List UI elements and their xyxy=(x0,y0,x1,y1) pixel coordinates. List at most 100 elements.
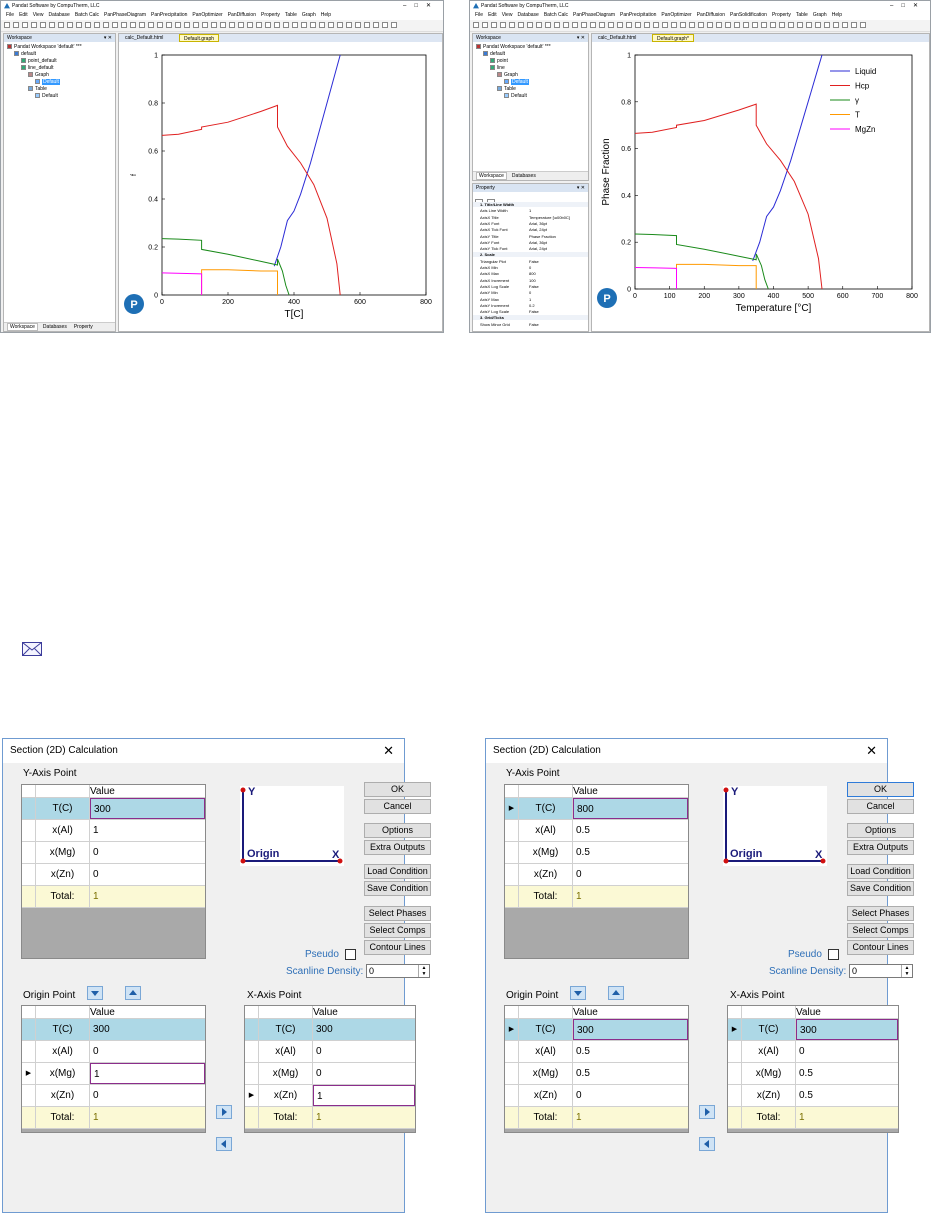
spinner-arrows-icon[interactable]: ▲ ▼ xyxy=(418,965,429,977)
toolbar-button-icon[interactable] xyxy=(121,22,127,28)
toolbar-button-icon[interactable] xyxy=(491,22,497,28)
toolbar-button-icon[interactable] xyxy=(184,22,190,28)
toolbar-button-icon[interactable] xyxy=(698,22,704,28)
toolbar-button-icon[interactable] xyxy=(608,22,614,28)
property-row[interactable]: AxisY Increment 0.2 xyxy=(473,303,588,308)
toolbar-button-icon[interactable] xyxy=(85,22,91,28)
toolbar-button-icon[interactable] xyxy=(725,22,731,28)
menu-item-help[interactable]: Help xyxy=(320,12,332,18)
row-selector[interactable] xyxy=(245,1041,259,1062)
options-button[interactable]: Options xyxy=(847,823,914,838)
toolbar-button-icon[interactable] xyxy=(247,22,253,28)
toolbar-button-icon[interactable] xyxy=(229,22,235,28)
row-selector[interactable] xyxy=(505,820,519,841)
row-selector[interactable] xyxy=(22,820,36,841)
toolbar-button-icon[interactable] xyxy=(842,22,848,28)
move-down-button[interactable] xyxy=(87,986,103,1000)
property-row[interactable]: AxisX Max 800 xyxy=(473,271,588,276)
row-selector[interactable] xyxy=(22,1107,36,1128)
close-icon[interactable]: ✕ xyxy=(383,743,394,758)
bottom-tab-databases[interactable]: Databases xyxy=(42,324,67,330)
toolbar-button-icon[interactable] xyxy=(788,22,794,28)
toolbar-button-icon[interactable] xyxy=(256,22,262,28)
toolbar-button-icon[interactable] xyxy=(707,22,713,28)
spinner-arrows-icon[interactable]: ▲ ▼ xyxy=(901,965,912,977)
property-row[interactable]: AxisY Title Phase Fraction xyxy=(473,234,588,239)
scanline-density-input[interactable]: 0 ▲ ▼ xyxy=(366,964,430,978)
toolbar-button-icon[interactable] xyxy=(373,22,379,28)
window-controls[interactable]: –□✕ xyxy=(890,3,926,9)
toolbar-button-icon[interactable] xyxy=(337,22,343,28)
value-cell[interactable]: 1 xyxy=(90,820,205,841)
grid-row[interactable]: x(Zn) 0 xyxy=(505,864,688,886)
value-cell[interactable]: 1 xyxy=(90,1063,205,1084)
tab-calc-html[interactable]: calc_Default.html xyxy=(125,35,164,41)
bottom-tab-databases[interactable]: Databases xyxy=(511,173,536,179)
toolbar-button-icon[interactable] xyxy=(797,22,803,28)
value-cell[interactable]: 0 xyxy=(573,1085,688,1106)
tab-default-graph[interactable]: Default.graph* xyxy=(652,34,694,42)
grid-row[interactable]: T(C) 300 xyxy=(22,1019,205,1041)
toolbar-button-icon[interactable] xyxy=(833,22,839,28)
contour-lines-button[interactable]: Contour Lines xyxy=(847,940,914,955)
toolbar-button-icon[interactable] xyxy=(22,22,28,28)
menu-item-panoptimizer[interactable]: PanOptimizer xyxy=(661,12,692,18)
toolbar-button-icon[interactable] xyxy=(473,22,479,28)
toolbar-button-icon[interactable] xyxy=(851,22,857,28)
value-cell[interactable]: 0 xyxy=(90,864,205,885)
property-row[interactable]: AxisY Max 1 xyxy=(473,297,588,302)
grid-row[interactable]: ▶ T(C) 300 xyxy=(505,1019,688,1041)
toolbar-button-icon[interactable] xyxy=(391,22,397,28)
toolbar-button-icon[interactable] xyxy=(4,22,10,28)
tree-item[interactable]: line xyxy=(490,65,505,72)
pseudo-checkbox[interactable] xyxy=(828,949,839,960)
grid-row[interactable]: x(Zn) 0 xyxy=(22,864,205,886)
copy-left-button[interactable] xyxy=(699,1137,715,1151)
toolbar-button-icon[interactable] xyxy=(626,22,632,28)
grid-row[interactable]: ▶ x(Mg) 1 xyxy=(22,1063,205,1085)
menu-item-table[interactable]: Table xyxy=(284,12,297,18)
row-selector[interactable] xyxy=(505,1041,519,1062)
toolbar-button-icon[interactable] xyxy=(265,22,271,28)
toolbar-button-icon[interactable] xyxy=(274,22,280,28)
close-icon[interactable]: ✕ xyxy=(866,743,877,758)
row-selector[interactable]: ▶ xyxy=(22,1063,36,1084)
grid-row[interactable]: x(Al) 1 xyxy=(22,820,205,842)
menu-item-table[interactable]: Table xyxy=(795,12,808,18)
move-down-button[interactable] xyxy=(570,986,586,1000)
menu-item-property[interactable]: Property xyxy=(260,12,280,18)
row-selector[interactable] xyxy=(728,1107,742,1128)
menu-item-panprecipitation[interactable]: PanPrecipitation xyxy=(151,12,188,18)
toolbar-button-icon[interactable] xyxy=(860,22,866,28)
property-row[interactable]: AxisY Min 0 xyxy=(473,290,588,295)
select-comps-button[interactable]: Select Comps xyxy=(847,923,914,938)
value-cell[interactable]: 300 xyxy=(90,798,205,819)
toolbar-button-icon[interactable] xyxy=(581,22,587,28)
menu-item-file[interactable]: File xyxy=(475,12,484,18)
row-selector[interactable] xyxy=(22,798,36,819)
panel-pin-icon[interactable]: ▾ ✕ xyxy=(576,185,585,191)
value-cell[interactable]: 0 xyxy=(90,842,205,863)
window-controls[interactable]: –□✕ xyxy=(403,3,439,9)
scanline-density-input[interactable]: 0 ▲ ▼ xyxy=(849,964,913,978)
extra-outputs-button[interactable]: Extra Outputs xyxy=(364,840,431,855)
value-cell[interactable]: 0 xyxy=(90,1085,205,1106)
grid-row[interactable]: ▶ x(Zn) 1 xyxy=(245,1085,415,1107)
menu-item-edit[interactable]: Edit xyxy=(488,12,497,18)
row-selector[interactable] xyxy=(728,1085,742,1106)
toolbar-button-icon[interactable] xyxy=(382,22,388,28)
menu-item-view[interactable]: View xyxy=(501,12,513,18)
value-cell[interactable]: 0 xyxy=(313,1063,415,1084)
toolbar-button-icon[interactable] xyxy=(148,22,154,28)
property-row[interactable]: Triangular Plot False xyxy=(473,259,588,264)
property-row[interactable]: AxisX Font Arial, 36pt xyxy=(473,221,588,226)
row-selector[interactable] xyxy=(22,842,36,863)
property-row[interactable]: Show Minor Grid False xyxy=(473,322,588,327)
grid-row[interactable]: x(Al) 0.5 xyxy=(505,1041,688,1063)
toolbar-button-icon[interactable] xyxy=(806,22,812,28)
toolbar-button-icon[interactable] xyxy=(671,22,677,28)
toolbar-button-icon[interactable] xyxy=(292,22,298,28)
toolbar-button-icon[interactable] xyxy=(482,22,488,28)
bottom-tab-workspace[interactable]: Workspace xyxy=(476,172,507,180)
value-cell[interactable]: 0 xyxy=(796,1041,898,1062)
